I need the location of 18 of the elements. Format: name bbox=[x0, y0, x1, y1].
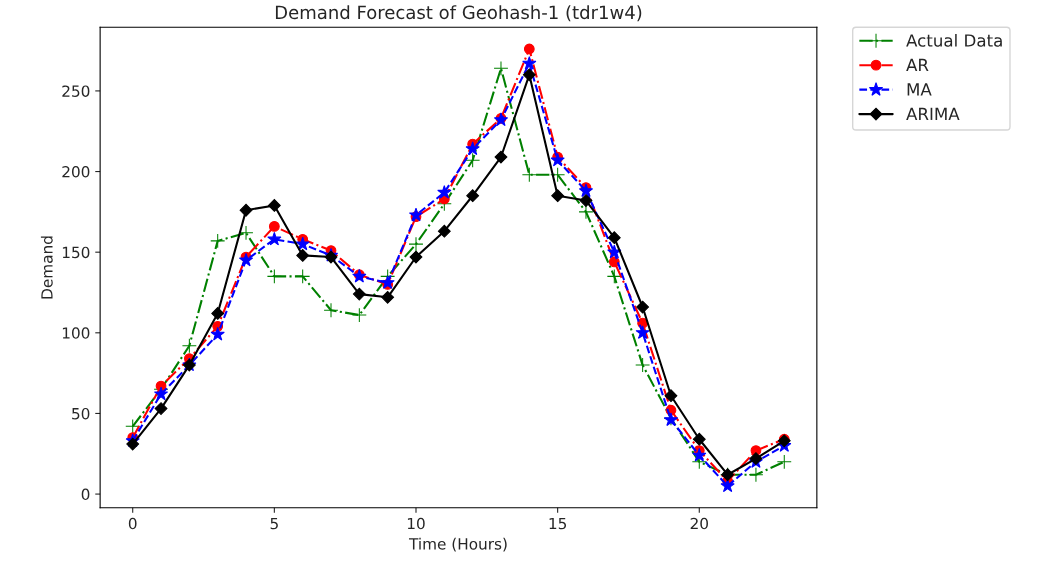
legend-label: MA bbox=[907, 83, 932, 96]
y-tick-label: 200 bbox=[62, 166, 90, 178]
x-tick-label: 10 bbox=[407, 517, 425, 530]
legend-label: Actual Data bbox=[906, 33, 1002, 47]
chart-title: Demand Forecast of Geohash-1 (tdr1w4) bbox=[275, 5, 642, 22]
y-tick-label: 250 bbox=[62, 85, 90, 97]
x-tick-label: 20 bbox=[690, 517, 708, 530]
x-axis-title: Time (Hours) bbox=[408, 537, 507, 552]
y-tick-label: 100 bbox=[62, 327, 90, 339]
legend-label: ARIMA bbox=[906, 107, 960, 120]
x-tick-label: 0 bbox=[128, 517, 137, 530]
legend-label: AR bbox=[906, 58, 929, 72]
y-tick-label: 150 bbox=[62, 246, 90, 259]
x-tick-label: 15 bbox=[549, 517, 567, 530]
x-tick-label: 5 bbox=[270, 517, 278, 530]
y-axis-title: Demand bbox=[40, 236, 53, 299]
y-tick-label: 0 bbox=[81, 488, 90, 501]
y-tick-label: 50 bbox=[72, 407, 90, 420]
